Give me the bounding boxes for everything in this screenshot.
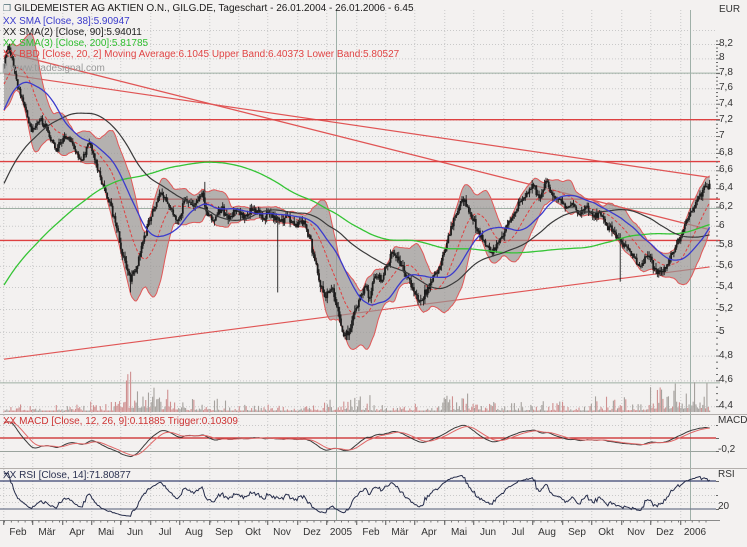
rsi-legend[interactable]: XX RSI [Close, 14]:71.80877: [3, 470, 131, 481]
price-tick-label: 7,8: [719, 67, 733, 79]
price-tick-label: 5: [719, 325, 725, 337]
rsi-axis-label: RSI: [718, 469, 735, 480]
legend-sma38[interactable]: XX SMA [Close, 38]:5.90947: [3, 16, 130, 27]
price-tick-label: 5,4: [719, 281, 733, 293]
month-label: Mai: [97, 527, 115, 538]
month-label: Sep: [568, 527, 586, 538]
price-tick-label: 7,4: [719, 97, 733, 109]
price-tick-label: 4,6: [719, 374, 733, 386]
price-tick-label: 6,2: [719, 200, 733, 212]
month-label: Sep: [215, 527, 233, 538]
month-label: Nov: [273, 527, 291, 538]
month-label: Dez: [656, 527, 674, 538]
title-bar: ❐ GILDEMEISTER AG AKTIEN O.N., GILG.DE, T…: [3, 3, 414, 14]
currency-label: EUR: [719, 4, 741, 15]
watermark-text: www.tradesignal.com: [10, 63, 105, 74]
price-tick-label: 5,6: [719, 259, 733, 271]
month-label: Jun: [479, 527, 497, 538]
price-tick-label: 7: [719, 130, 725, 142]
month-label: Feb: [9, 527, 27, 538]
month-label: Mai: [450, 527, 468, 538]
month-label: Dez: [303, 527, 321, 538]
tradesignal-logo-icon: |||: [2, 63, 8, 74]
month-label: Aug: [538, 527, 556, 538]
price-tick-label: 7,6: [719, 82, 733, 94]
price-tick-label: 5,8: [719, 239, 733, 251]
price-tick-label: 6,8: [719, 146, 733, 158]
month-label: Jun: [126, 527, 144, 538]
macd-tick-label: -0,2: [718, 444, 736, 455]
price-tick-label: 6,4: [719, 182, 733, 194]
macd-legend[interactable]: XX MACD [Close, 12, 26, 9]:0.11885 Trigg…: [3, 416, 238, 427]
month-label: 2005: [329, 527, 353, 538]
month-label: Nov: [627, 527, 645, 538]
month-label: Okt: [598, 527, 614, 538]
month-label: Jul: [158, 527, 172, 538]
watermark: ||| www.tradesignal.com: [2, 63, 105, 74]
month-label: 2006: [683, 527, 707, 538]
legend-bollinger[interactable]: XX BBD [Close, 20, 2] Moving Average:6.1…: [3, 49, 400, 60]
rsi-tick-label: 20: [718, 501, 730, 512]
month-label: Okt: [245, 527, 261, 538]
month-label: Mär: [38, 527, 56, 538]
price-tick-label: 6: [719, 219, 725, 231]
legend-sma200[interactable]: XX SMA(3) [Close, 200]:5.81785: [3, 38, 149, 49]
month-label: Mär: [391, 527, 409, 538]
chart-window-icon: ❐: [3, 3, 12, 13]
price-tick-label: 8,2: [719, 38, 733, 49]
price-tick-label: 5,2: [719, 302, 733, 314]
month-label: Feb: [362, 527, 380, 538]
price-tick-label: 7,2: [719, 113, 733, 125]
month-label: Jul: [511, 527, 525, 538]
window-title: GILDEMEISTER AG AKTIEN O.N., GILG.DE, Ta…: [14, 3, 414, 14]
price-tick-label: 6,6: [719, 164, 733, 176]
legend-sma90[interactable]: XX SMA(2) [Close, 90]:5.94011: [3, 27, 142, 38]
price-tick-label: 8: [719, 52, 725, 64]
price-tick-label: 4,8: [719, 349, 733, 361]
price-tick-label: 4,4: [719, 400, 733, 412]
month-label: Apr: [69, 527, 85, 538]
macd-axis-label: MACD: [718, 415, 747, 426]
month-label: Aug: [185, 527, 203, 538]
month-label: Apr: [421, 527, 437, 538]
